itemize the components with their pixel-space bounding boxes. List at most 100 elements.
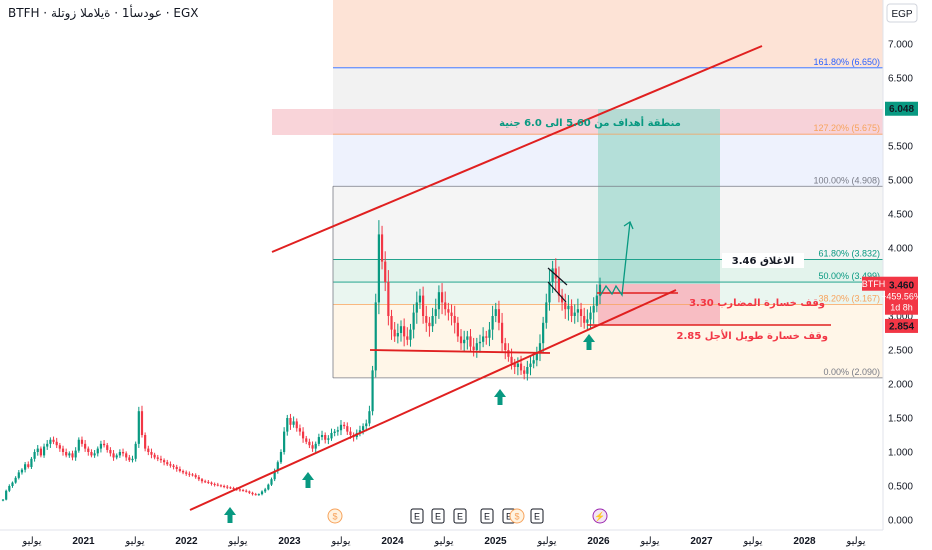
candle-body (1, 499, 5, 501)
candle-body (273, 471, 276, 480)
x-tick-label: 2021 (72, 536, 95, 547)
candle-body (437, 292, 441, 310)
candle-body (361, 426, 365, 431)
candle-body (409, 329, 412, 340)
earnings-marker (480, 508, 494, 524)
candle-body (245, 490, 248, 492)
price-tag (885, 318, 918, 333)
last-price-badge: BTFH 3.460+459.56%1d 8h (862, 276, 922, 315)
candle-body (58, 445, 61, 449)
x-tick-label: 2024 (381, 536, 404, 547)
x-tick-label: 2027 (690, 536, 713, 547)
candle-body (251, 492, 254, 495)
earnings-marker-label: E (457, 512, 463, 522)
candle-body (254, 494, 257, 496)
candle-body (153, 454, 156, 458)
last-price-label: 3.460 (889, 281, 914, 292)
channel[interactable] (189, 45, 831, 511)
candle-body (166, 462, 169, 465)
candle-body (46, 443, 49, 447)
candle-body (598, 284, 602, 296)
candle-body (71, 453, 74, 458)
time-axis[interactable]: يوليو 2021 يوليو 2022 يوليو 2023 يوليو 2024 يولي… (0, 529, 883, 547)
fib-label: 161.80% (6.650) (813, 57, 880, 67)
candle-body (339, 424, 343, 431)
flag-pattern (547, 267, 568, 303)
candle-body (257, 494, 260, 496)
x-tick-label: يوليو (536, 536, 556, 547)
candle-body (84, 443, 87, 449)
candle-body (472, 346, 475, 350)
candle-body (545, 302, 548, 323)
channel-upper-line (271, 45, 763, 253)
price-tag-label: 2.854 (889, 321, 914, 332)
candle-body (14, 477, 17, 483)
candle-body (80, 439, 84, 444)
candle-body (24, 464, 27, 470)
candle-body (226, 486, 229, 488)
candle-body (469, 336, 472, 347)
candle-body (106, 445, 109, 450)
up-arrow-signal (494, 389, 506, 405)
price-tag-label: 6.048 (889, 104, 914, 115)
candle-body (542, 322, 545, 344)
candle-body (475, 343, 478, 350)
y-tick-label: 4.500 (888, 210, 913, 221)
price-axis[interactable]: EGP 7.0006.5006.0005.5005.0004.5004.0003… (862, 0, 932, 550)
candle-body (358, 430, 362, 433)
dividend-marker (509, 508, 525, 524)
candle-body (510, 356, 513, 364)
up-arrow-signal (302, 472, 314, 488)
dividend-marker-label: $ (514, 512, 519, 522)
candle-body (65, 452, 68, 456)
candle-body (519, 363, 523, 371)
candle-body (491, 316, 494, 330)
candle-body (567, 305, 570, 310)
candle-body (301, 431, 305, 439)
candle-body (384, 261, 387, 282)
candle-body (324, 435, 327, 440)
candle-body (459, 336, 463, 344)
candle-body (238, 489, 242, 491)
candle-body (532, 360, 535, 364)
candle-body (8, 486, 11, 491)
candle-body (279, 452, 283, 463)
candle-body (393, 329, 396, 337)
y-tick-label: 6.500 (888, 74, 913, 85)
x-tick-label: يوليو (330, 536, 350, 547)
y-tick-label: 4.000 (888, 244, 913, 255)
candle-body (548, 282, 551, 303)
candle-body (422, 295, 425, 316)
candle-body (99, 443, 103, 449)
candle-body (134, 443, 137, 459)
candle-body (175, 466, 178, 469)
candle-body (292, 421, 295, 425)
earnings-marker (453, 508, 467, 524)
candle-body (241, 490, 245, 492)
symbol-label: BTFH (862, 279, 886, 289)
candle-body (109, 449, 112, 454)
candle-body (162, 460, 166, 463)
candle-body (336, 430, 339, 432)
candle-body (33, 452, 36, 459)
candle-body (317, 437, 320, 444)
candle-body (219, 485, 223, 487)
candle-body (248, 491, 251, 493)
candle-body (213, 483, 216, 485)
candle-body (529, 363, 532, 367)
candle-body (507, 350, 510, 357)
candle-body (428, 322, 431, 327)
candle-body (87, 448, 90, 452)
candle-body (564, 302, 567, 310)
candle-body (333, 431, 336, 433)
event-markers[interactable]: $ E E E E E $ E ⚡ (327, 508, 608, 524)
candle-body (330, 432, 333, 439)
candle-body (314, 443, 317, 449)
fib-label: 50.00% (3.499) (818, 271, 880, 281)
candle-body (93, 453, 96, 456)
candle-body (450, 312, 453, 316)
close-price-label: الاغلاق 3.46 (732, 256, 794, 267)
candle-body (181, 471, 185, 473)
candle-body (216, 484, 219, 486)
